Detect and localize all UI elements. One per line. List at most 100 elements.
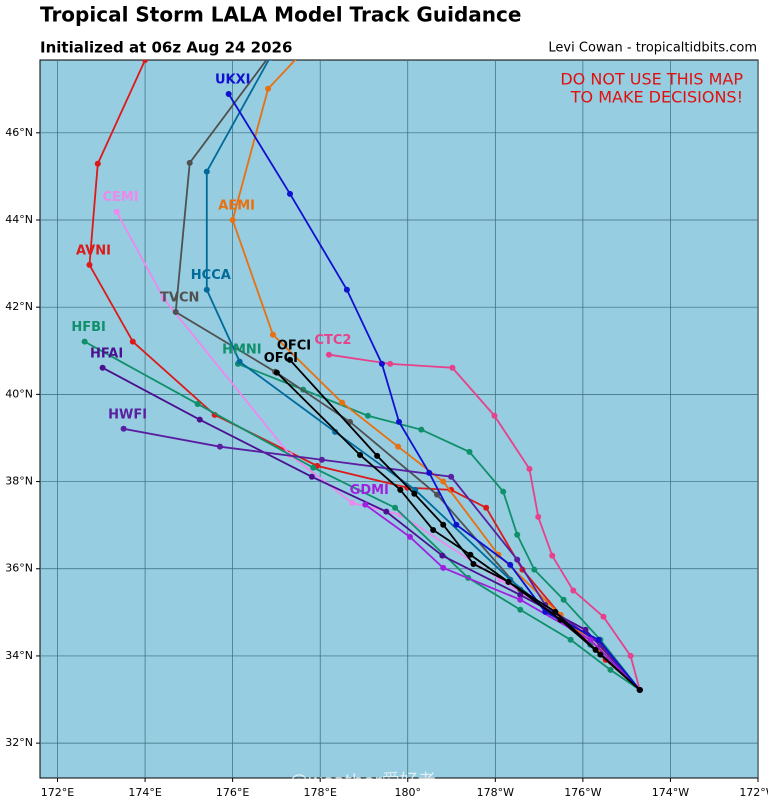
track-name: HWFI	[108, 407, 147, 422]
x-tick-label: 176°E	[216, 786, 249, 799]
y-tick-label: 32°N	[5, 736, 33, 749]
credit: Levi Cowan - tropicaltidbits.com	[548, 41, 757, 56]
track-point	[395, 443, 402, 450]
track-point	[440, 564, 447, 571]
track-point	[286, 356, 293, 363]
track-point	[318, 456, 325, 463]
track-point	[448, 473, 455, 480]
track-point	[86, 261, 93, 268]
track-point	[203, 168, 210, 175]
x-tick-label: 172°E	[41, 786, 74, 799]
track-name: AVNI	[76, 243, 111, 258]
track-point	[449, 364, 456, 371]
track-point	[286, 190, 293, 197]
x-tick-label: 176°W	[564, 786, 601, 799]
y-tick-label: 38°N	[5, 475, 33, 488]
warning: TO MAKE DECISIONS!	[570, 88, 743, 107]
track-name: HCCA	[191, 268, 231, 283]
x-tick-label: 178°E	[303, 786, 336, 799]
track-point	[607, 666, 614, 673]
track-point	[216, 443, 223, 450]
track-point	[113, 208, 120, 215]
track-point	[194, 400, 201, 407]
track-point	[142, 60, 149, 63]
track-point	[362, 501, 369, 508]
track-name: UKXI	[215, 73, 251, 88]
track-point	[383, 508, 390, 515]
track-point	[535, 513, 542, 520]
track-point	[600, 613, 607, 620]
track-point	[570, 587, 577, 594]
chart-subtitle: Initialized at 06z Aug 24 2026	[40, 39, 292, 57]
x-tick-label: 172°W	[739, 786, 768, 799]
track-point	[470, 560, 477, 567]
track-name: CTC2	[314, 333, 351, 348]
track-point	[430, 526, 437, 533]
track-point	[514, 556, 521, 563]
track-point	[595, 636, 602, 643]
track-point	[387, 360, 394, 367]
track-point	[357, 451, 364, 458]
track-point	[467, 551, 474, 558]
track-point	[411, 490, 418, 497]
track-point	[440, 478, 447, 485]
y-tick-label: 44°N	[5, 213, 33, 226]
track-point	[560, 596, 567, 603]
track-point	[378, 360, 385, 367]
track-point	[236, 358, 243, 365]
track-point	[273, 369, 280, 376]
grid	[40, 60, 758, 778]
track-point	[587, 636, 594, 643]
track-name: AEMI	[218, 198, 255, 213]
track-point	[325, 351, 332, 358]
track-point	[440, 521, 447, 528]
tracks	[81, 52, 643, 693]
track-point	[349, 499, 356, 506]
track	[102, 366, 641, 691]
track-point	[567, 636, 574, 643]
track-point	[491, 412, 498, 419]
track-point	[203, 286, 210, 293]
x-tick-label: 174°E	[128, 786, 161, 799]
track-point	[160, 295, 167, 302]
track-name: HFAI	[90, 346, 123, 361]
x-tick-label: 180°	[395, 786, 422, 799]
warning: DO NOT USE THIS MAP	[560, 70, 743, 89]
track-point	[392, 504, 399, 511]
track-point	[517, 591, 524, 598]
track-point	[267, 60, 272, 61]
track-point	[310, 464, 317, 471]
track-name: CEMI	[103, 190, 139, 205]
track-point	[505, 578, 512, 585]
track-point	[297, 52, 303, 58]
y-tick-label: 40°N	[5, 387, 33, 400]
track-name: OFCI	[277, 338, 311, 353]
chart-title: Tropical Storm LALA Model Track Guidance	[40, 3, 521, 27]
track-point	[374, 452, 381, 459]
track-point	[426, 469, 433, 476]
track-point	[81, 338, 88, 345]
track-point	[552, 608, 559, 615]
track-point	[517, 596, 524, 603]
track-name: OFCI	[264, 351, 298, 366]
track-point	[406, 533, 413, 540]
track-point	[514, 531, 521, 538]
track-point	[517, 606, 524, 613]
track-point	[466, 448, 473, 455]
track-point	[500, 488, 507, 495]
y-tick-label: 46°N	[5, 126, 33, 139]
track-point	[439, 552, 446, 559]
track-point	[120, 425, 127, 432]
track-point	[265, 85, 272, 92]
track-point	[196, 416, 203, 423]
y-tick-label: 42°N	[5, 300, 33, 313]
track-point	[526, 465, 533, 472]
track-point	[332, 428, 339, 435]
track-point	[397, 486, 404, 493]
watermark: @weather爱好者	[290, 771, 436, 792]
y-tick-label: 36°N	[5, 562, 33, 575]
track-point	[225, 91, 232, 98]
track-name: GDMI	[350, 483, 389, 498]
track-point	[418, 426, 425, 433]
track	[364, 503, 641, 691]
